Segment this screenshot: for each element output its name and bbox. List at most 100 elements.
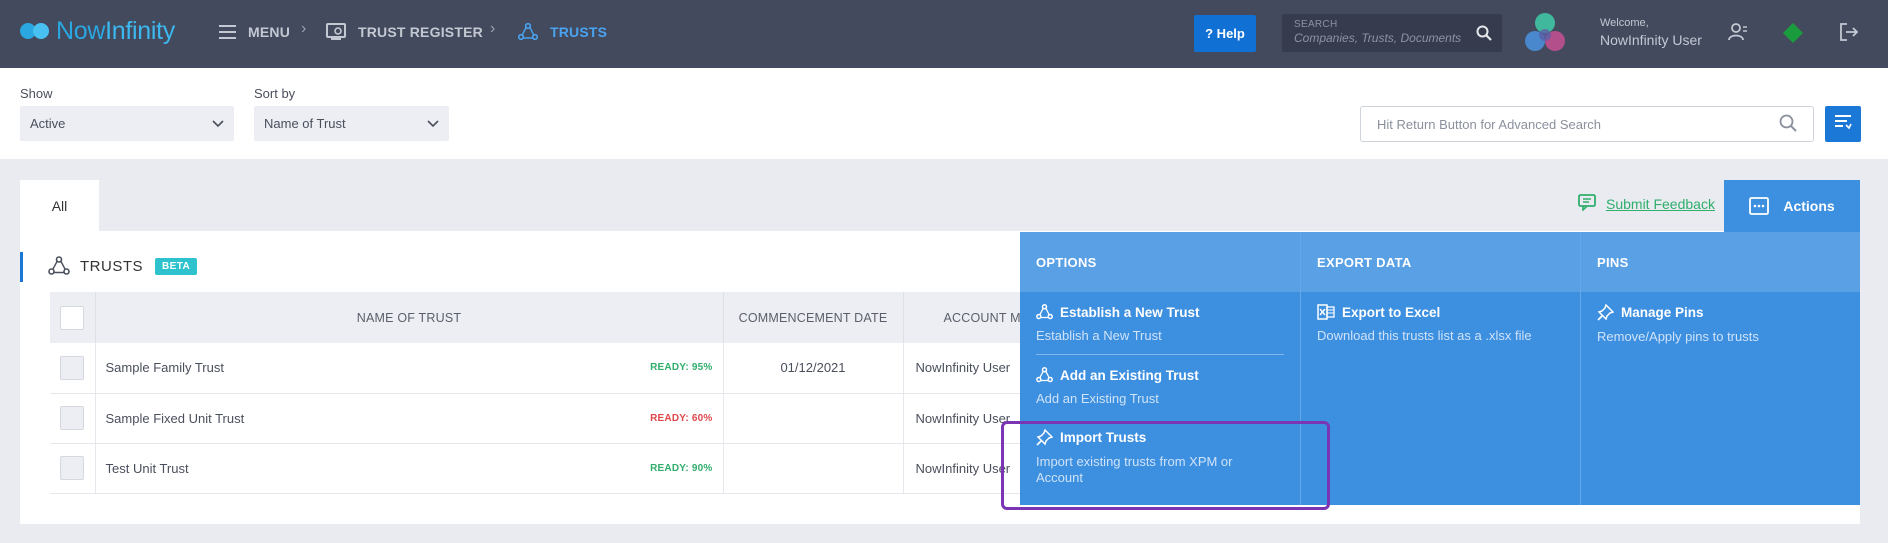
top-navbar: NowInfinity MENU › TRUST REGISTER › TRUS… <box>0 0 1888 68</box>
import-trusts-highlight <box>1001 421 1330 510</box>
trust-name[interactable]: Sample Fixed Unit Trust <box>105 410 245 426</box>
item-description: Import existing trusts from XPM or Accou… <box>1036 454 1233 485</box>
ready-status: READY: 95% <box>650 362 713 374</box>
feedback-label: Submit Feedback <box>1606 196 1715 212</box>
trust-name[interactable]: Sample Family Trust <box>105 360 224 376</box>
trust-name[interactable]: Test Unit Trust <box>105 460 189 476</box>
item-title: Export to Excel <box>1342 304 1441 320</box>
search-icon[interactable] <box>1779 114 1797 135</box>
search-icon[interactable] <box>1476 25 1492 46</box>
menu-button[interactable]: MENU <box>219 0 290 64</box>
tab-all[interactable]: All <box>20 180 99 231</box>
user-name: NowInfinity User <box>1600 32 1702 48</box>
excel-icon <box>1317 304 1335 320</box>
actions-button[interactable]: Actions <box>1724 180 1860 232</box>
breadcrumb-label: TRUSTS <box>550 24 608 40</box>
trust-icon <box>48 256 70 276</box>
establish-new-trust-item[interactable]: Establish a New Trust Establish a New Tr… <box>1020 292 1300 354</box>
options-heading: OPTIONS <box>1020 232 1300 292</box>
filter-bar: Show Active Sort by Name of Trust Hit Re… <box>0 68 1888 159</box>
breadcrumb-trust-register[interactable]: TRUST REGISTER <box>326 0 483 64</box>
trust-name-cell[interactable]: Test Unit Trust READY: 90% <box>95 443 724 494</box>
brand-prefix: Now <box>56 16 106 45</box>
export-excel-item[interactable]: Export to Excel Download this trusts lis… <box>1301 292 1580 354</box>
breadcrumb-label: TRUST REGISTER <box>358 24 483 40</box>
add-existing-trust-item[interactable]: Add an Existing Trust Add an Existing Tr… <box>1020 355 1300 417</box>
item-description: Establish a New Trust <box>1036 328 1162 343</box>
table-row[interactable]: Sample Family Trust READY: 95% 01/12/2021… <box>50 343 1044 394</box>
table-row[interactable]: Test Unit Trust READY: 90% NowInfinity Us… <box>50 443 1044 494</box>
column-header[interactable]: COMMENCEMENT DATE <box>723 292 904 343</box>
pin-icon <box>1597 304 1614 321</box>
breadcrumb-separator: › <box>301 20 307 37</box>
item-description: Download this trusts list as a .xlsx fil… <box>1317 328 1532 343</box>
section-accent <box>20 252 23 282</box>
brand-logo[interactable]: NowInfinity <box>20 16 175 46</box>
welcome-label: Welcome, <box>1600 17 1649 29</box>
pins-heading: PINS <box>1581 232 1860 292</box>
manage-pins-item[interactable]: Manage Pins Remove/Apply pins to trusts <box>1581 292 1860 355</box>
select-all-checkbox[interactable] <box>60 305 85 330</box>
show-value: Active <box>30 116 66 131</box>
feedback-icon <box>1578 194 1596 214</box>
search-label: SEARCH <box>1294 19 1338 30</box>
chevron-down-icon <box>427 116 439 131</box>
export-heading: EXPORT DATA <box>1301 232 1580 292</box>
advanced-search-input[interactable]: Hit Return Button for Advanced Search <box>1360 106 1814 142</box>
trusts-table: NAME OF TRUST COMMENCEMENT DATE ACCOUNT … <box>50 292 1044 494</box>
submit-feedback-link[interactable]: Submit Feedback <box>1578 194 1715 214</box>
row-checkbox[interactable] <box>60 355 85 380</box>
options-column: OPTIONS Establish a New Trust Establish … <box>1020 232 1300 505</box>
beta-badge: BETA <box>155 257 198 275</box>
row-select-cell <box>50 343 96 394</box>
help-button[interactable]: ? Help <box>1194 15 1256 52</box>
row-select-cell <box>50 393 96 444</box>
chevron-down-icon <box>212 116 224 131</box>
trust-name-cell[interactable]: Sample Family Trust READY: 95% <box>95 343 724 394</box>
row-select-cell <box>50 443 96 494</box>
trust-icon <box>1036 304 1053 320</box>
trust-icon <box>518 23 538 41</box>
sort-label: Sort by <box>254 86 296 101</box>
filter-list-icon <box>1834 114 1852 135</box>
row-checkbox[interactable] <box>60 406 85 430</box>
commencement-date: 01/12/2021 <box>723 343 904 394</box>
actions-icon <box>1749 197 1770 215</box>
import-pin-icon <box>1036 429 1053 446</box>
export-column: EXPORT DATA Export to Excel Download thi… <box>1300 232 1580 505</box>
global-search-input[interactable]: SEARCH Companies, Trusts, Documents <box>1282 14 1502 52</box>
avatar[interactable] <box>1521 11 1569 55</box>
commencement-date <box>723 393 904 444</box>
search-placeholder: Companies, Trusts, Documents <box>1294 31 1462 45</box>
register-icon <box>326 23 346 41</box>
section-title: TRUSTS BETA <box>48 256 198 276</box>
menu-label: MENU <box>248 24 291 40</box>
sort-select[interactable]: Name of Trust <box>254 106 449 141</box>
item-title: Import Trusts <box>1060 430 1147 445</box>
hamburger-icon <box>219 25 236 39</box>
item-description: Remove/Apply pins to trusts <box>1597 329 1759 344</box>
item-title: Manage Pins <box>1621 305 1704 320</box>
logout-icon[interactable] <box>1839 22 1859 47</box>
trust-icon <box>1036 367 1053 383</box>
logo-mark-icon <box>20 19 52 43</box>
table-header-row: NAME OF TRUST COMMENCEMENT DATE ACCOUNT … <box>50 292 1044 343</box>
show-select[interactable]: Active <box>20 106 234 141</box>
advanced-search-button[interactable] <box>1825 106 1861 142</box>
user-settings-icon[interactable] <box>1728 22 1748 47</box>
sort-value: Name of Trust <box>264 116 346 131</box>
section-title-text: TRUSTS <box>80 257 143 275</box>
brand-suffix: Infinity <box>105 16 175 45</box>
breadcrumb-trusts[interactable]: TRUSTS <box>518 0 607 64</box>
status-diamond-icon[interactable] <box>1782 22 1804 49</box>
ready-status: READY: 60% <box>650 412 713 424</box>
advanced-search-placeholder: Hit Return Button for Advanced Search <box>1377 116 1602 132</box>
ready-status: READY: 90% <box>650 462 713 474</box>
column-header[interactable]: NAME OF TRUST <box>95 292 724 343</box>
table-row[interactable]: Sample Fixed Unit Trust READY: 60% NowInf… <box>50 393 1044 444</box>
trust-name-cell[interactable]: Sample Fixed Unit Trust READY: 60% <box>95 393 724 444</box>
row-checkbox[interactable] <box>60 456 85 480</box>
pins-column: PINS Manage Pins Remove/Apply pins to tr… <box>1580 232 1860 505</box>
show-label: Show <box>20 86 53 101</box>
import-trusts-item[interactable]: Import Trusts Import existing trusts fro… <box>1020 417 1300 496</box>
